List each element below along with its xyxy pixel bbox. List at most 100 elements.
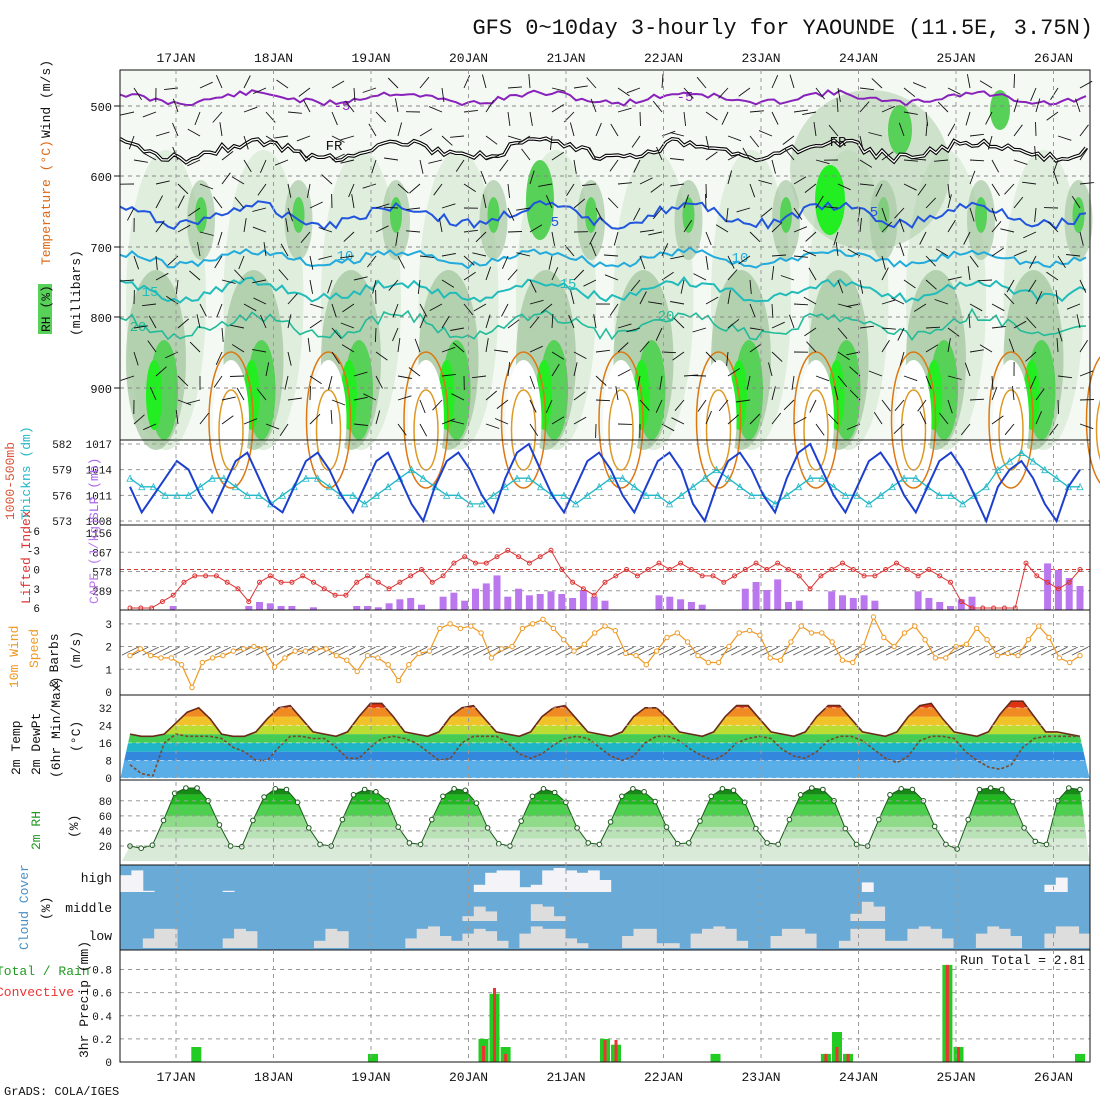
wind-speed-point — [933, 656, 937, 660]
cloud-cell — [577, 873, 589, 892]
cape-bar — [267, 603, 274, 610]
rh-point — [698, 819, 703, 824]
rh-contour-dark — [585, 197, 597, 233]
wind-speed-point — [293, 649, 297, 653]
chart-title: GFS 0~10day 3-hourly for YAOUNDE (11.5E,… — [472, 16, 1093, 41]
cloud-cell — [885, 941, 897, 948]
wind-barb — [1014, 74, 1015, 88]
wind-speed-point — [200, 660, 204, 664]
date-label-top: 19JAN — [351, 51, 390, 66]
date-label-bottom: 17JAN — [156, 1070, 195, 1085]
wind-speed-point — [396, 678, 400, 682]
cloud-cell — [497, 941, 509, 948]
precip-conv-bar — [957, 1047, 960, 1062]
date-label-top: 26JAN — [1034, 51, 1073, 66]
cape-ylabel-li: Lifted Index — [19, 510, 34, 604]
rh-point — [575, 826, 580, 831]
cloud-ylabel-2: (%) — [39, 897, 54, 920]
rh-point — [664, 825, 669, 830]
rh-ytick-label: 40 — [99, 827, 112, 839]
upper-ylabel-wind: Wind (m/s) — [39, 60, 54, 138]
cloud-cell — [554, 929, 566, 948]
cloud-cell — [531, 885, 543, 892]
wind-speed-point — [892, 644, 896, 648]
wind-speed-point — [179, 663, 183, 667]
wind-speed-point — [500, 647, 504, 651]
cape-bar — [472, 589, 479, 610]
date-label-top: 20JAN — [449, 51, 488, 66]
cloud-cell — [223, 891, 235, 892]
temp-ylabel-4: (°C) — [69, 721, 84, 752]
rh-ytick-label: 20 — [99, 842, 112, 854]
wind-speed-point — [923, 638, 927, 642]
cloud-cell — [234, 929, 246, 948]
wind-speed-point — [840, 658, 844, 662]
wind-speed-point — [221, 653, 225, 657]
cloud-cell — [873, 929, 885, 948]
cape-bar — [569, 598, 576, 610]
rh-point — [396, 825, 401, 830]
thick-ytick-label: 579 — [52, 466, 72, 478]
cape-bar — [666, 597, 673, 610]
rh-point — [463, 788, 468, 793]
date-label-top: 21JAN — [546, 51, 585, 66]
wind-speed-point — [386, 663, 390, 667]
cape-bar — [515, 589, 522, 610]
wind-speed-point — [210, 656, 214, 660]
cloud-cell — [565, 938, 577, 948]
cloud-cell — [850, 929, 862, 948]
rh-point — [988, 786, 993, 791]
date-label-bottom: 21JAN — [546, 1070, 585, 1085]
rh-point — [251, 818, 256, 823]
warm-tongue — [798, 360, 834, 480]
cape-bar — [440, 597, 447, 610]
precip-ytick-label: 0.8 — [92, 966, 112, 978]
wind-speed-point — [458, 626, 462, 630]
rh-point — [1033, 839, 1038, 844]
date-label-bottom: 26JAN — [1034, 1070, 1073, 1085]
wind-speed-point — [1057, 656, 1061, 660]
wind-speed-point — [138, 647, 142, 651]
thick-ytick-label: 576 — [52, 491, 72, 503]
temp-ytick-label: 32 — [99, 704, 112, 716]
cloud-cell — [736, 941, 748, 948]
wind-speed-point — [334, 653, 338, 657]
cloud-cell — [474, 929, 486, 948]
rh-point — [407, 841, 412, 846]
wind-speed-point — [417, 651, 421, 655]
precip-ytick-label: 0 — [105, 1058, 112, 1070]
rh-point — [765, 841, 770, 846]
wind-ylabel-1: 10m Wind — [7, 626, 22, 688]
cloud-cell — [1056, 926, 1068, 948]
precip-conv-bar — [836, 1047, 839, 1062]
rh-contour-dark — [488, 197, 500, 233]
wind-speed-point — [531, 622, 535, 626]
wind-ytick-label: 1 — [105, 665, 112, 677]
cloud-cell — [565, 870, 577, 892]
wind-speed-point — [985, 638, 989, 642]
wind-speed-point — [613, 628, 617, 632]
cloud-cell — [999, 929, 1011, 948]
cape-bar — [364, 606, 371, 610]
cloud-cell — [497, 870, 509, 892]
wind-barb — [692, 376, 706, 377]
wind-speed-point — [1078, 653, 1082, 657]
wind-speed-point — [355, 669, 359, 673]
rh-point — [586, 841, 591, 846]
cape-bar — [537, 594, 544, 610]
cloud-level-label: low — [89, 929, 113, 944]
warm-tongue — [311, 360, 347, 480]
thick-ytick-label: 582 — [52, 440, 72, 452]
cape-bar — [774, 579, 781, 610]
wind-speed-point — [851, 660, 855, 664]
cloud-level-label: high — [81, 871, 112, 886]
cape-bar — [1077, 586, 1084, 610]
cape-bar — [828, 591, 835, 610]
rh-point — [1067, 786, 1072, 791]
rh-contour-dark — [975, 197, 987, 233]
wind-speed-point — [644, 663, 648, 667]
date-label-bottom: 23JAN — [741, 1070, 780, 1085]
wind-speed-point — [1006, 651, 1010, 655]
cape-bar — [796, 601, 803, 610]
cloud-cell — [154, 929, 166, 948]
